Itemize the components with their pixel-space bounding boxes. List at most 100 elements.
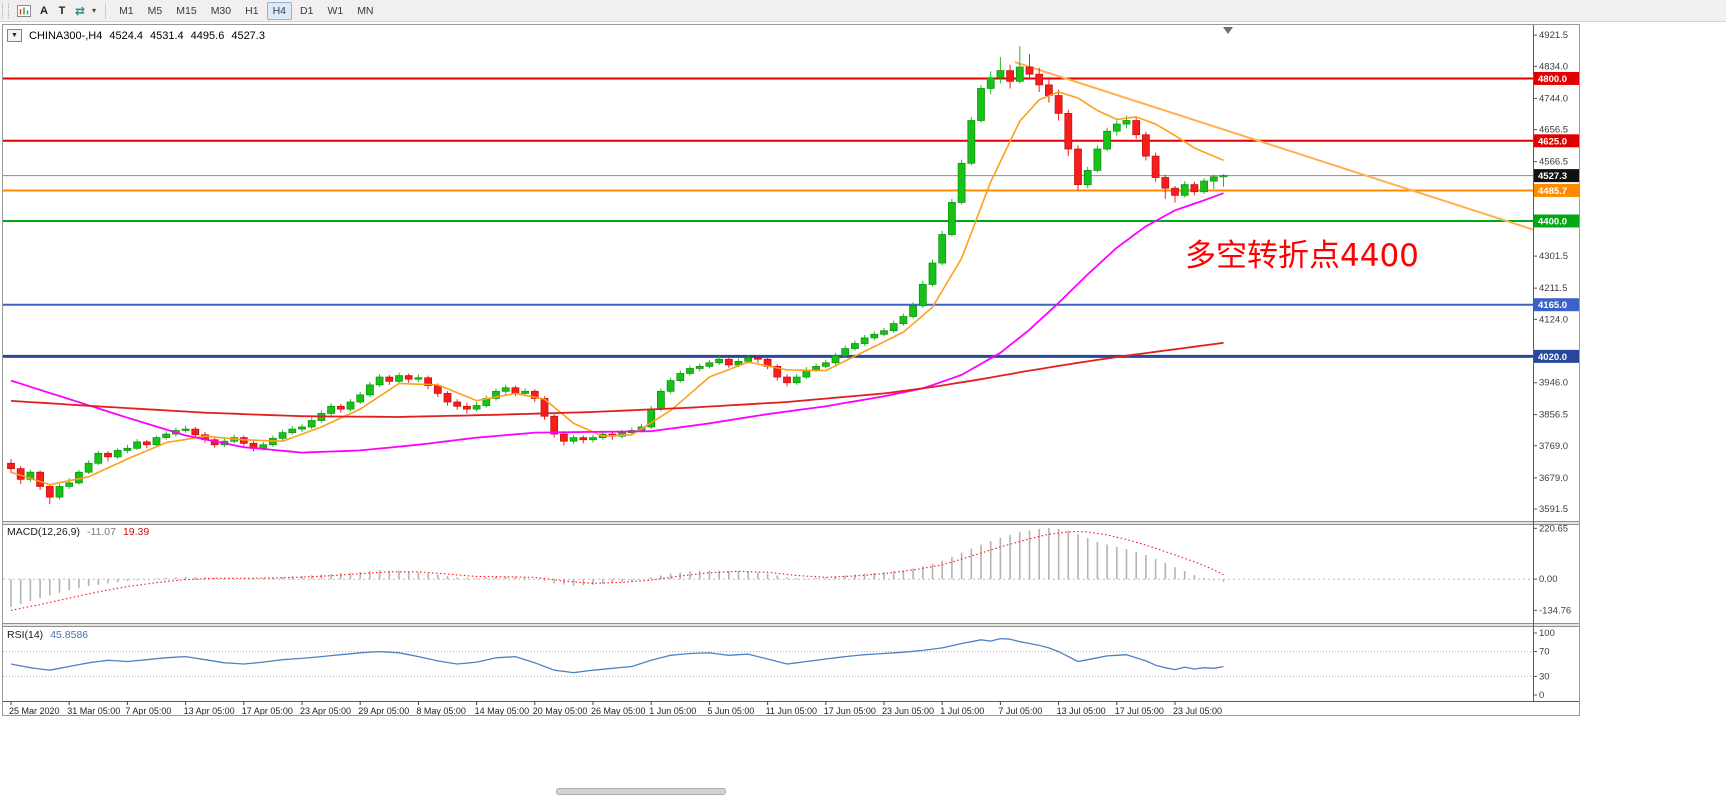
macd-name: MACD(12,26,9) (7, 526, 80, 538)
svg-text:0: 0 (1539, 690, 1544, 701)
a-button[interactable]: A (40, 4, 48, 17)
chart-icon (17, 4, 31, 17)
svg-text:3591.5: 3591.5 (1539, 504, 1568, 515)
svg-text:4744.0: 4744.0 (1539, 93, 1568, 104)
bottom-scrollbar-thumb[interactable] (556, 788, 726, 795)
toolbar: A T ⇄ ▾ M1 M5 M15 M30 H1 H4 D1 W1 MN (0, 0, 1726, 22)
timeframe-button-w1[interactable]: W1 (327, 4, 344, 17)
macd-signal-value: 19.39 (122, 526, 150, 538)
shift-marker-icon[interactable] (1223, 27, 1233, 34)
svg-text:30: 30 (1539, 671, 1550, 682)
svg-text:4165.0: 4165.0 (1538, 300, 1567, 311)
timeframe-buttons: M1 M5 M15 M30 H1 H4 D1 W1 MN (112, 1, 380, 20)
svg-text:13 Jul 05:00: 13 Jul 05:00 (1057, 706, 1106, 715)
svg-text:3946.0: 3946.0 (1539, 378, 1568, 389)
svg-text:23 Jul 05:00: 23 Jul 05:00 (1173, 706, 1222, 715)
toolbar-separator (105, 2, 107, 19)
svg-text:70: 70 (1539, 647, 1550, 658)
svg-text:23 Jun 05:00: 23 Jun 05:00 (882, 706, 934, 715)
svg-text:4124.0: 4124.0 (1539, 314, 1568, 325)
svg-text:14 May 05:00: 14 May 05:00 (475, 706, 530, 715)
symbol-line: ▼ CHINA300-,H4 4524.4 4531.4 4495.6 4527… (7, 29, 265, 42)
svg-text:13 Apr 05:00: 13 Apr 05:00 (184, 706, 235, 715)
svg-text:23 Apr 05:00: 23 Apr 05:00 (300, 706, 351, 715)
ohlc-low: 4495.6 (190, 29, 225, 42)
timeframe-button-m1[interactable]: M1 (119, 4, 134, 17)
svg-text:4566.5: 4566.5 (1539, 157, 1568, 168)
svg-text:25 Mar 2020: 25 Mar 2020 (9, 706, 60, 715)
svg-text:11 Jun 05:00: 11 Jun 05:00 (766, 706, 817, 715)
t-button[interactable]: T (58, 4, 66, 17)
svg-text:4834.0: 4834.0 (1539, 61, 1568, 72)
horizontal-lines[interactable] (3, 77, 1533, 358)
cycle-button[interactable]: ⇄ (71, 2, 89, 20)
svg-text:4527.3: 4527.3 (1538, 171, 1567, 182)
svg-text:20 May 05:00: 20 May 05:00 (533, 706, 588, 715)
rsi-indicator-label: RSI(14) 45.8586 (7, 629, 88, 641)
svg-text:8 May 05:00: 8 May 05:00 (416, 706, 466, 715)
fast-ma (10, 91, 1224, 486)
svg-text:17 Jul 05:00: 17 Jul 05:00 (1115, 706, 1164, 715)
svg-text:5 Jun 05:00: 5 Jun 05:00 (707, 706, 754, 715)
one-click-trading-toggle[interactable]: ▼ (7, 29, 22, 42)
svg-text:17 Jun 05:00: 17 Jun 05:00 (824, 706, 876, 715)
macd-panel: 220.65 0.00 -134.76 (3, 523, 1571, 616)
charts-button[interactable] (13, 2, 35, 20)
price-tags: 4800.0 4625.0 4527.3 4485.7 4400.0 4165.0 4020… (1534, 71, 1579, 363)
chart-window: 220.65 0.00 -134.76 100 70 30 0 4921.5 4834.0 474… (2, 24, 1580, 716)
svg-text:0.00: 0.00 (1539, 574, 1558, 585)
svg-text:7 Jul 05:00: 7 Jul 05:00 (998, 706, 1042, 715)
price-scale[interactable] (1534, 25, 1579, 701)
chevron-down-icon: ▾ (92, 6, 97, 15)
svg-text:26 May 05:00: 26 May 05:00 (591, 706, 646, 715)
timeframe-button-d1[interactable]: D1 (300, 4, 314, 17)
rsi-panel: 100 70 30 0 (3, 628, 1555, 701)
cycle-dropdown-button[interactable]: ▾ (89, 2, 99, 20)
svg-text:1 Jun 05:00: 1 Jun 05:00 (649, 706, 696, 715)
svg-text:4301.5: 4301.5 (1539, 251, 1568, 262)
cycle-icon: ⇄ (75, 3, 86, 18)
timeframe-button-m5[interactable]: M5 (147, 4, 163, 17)
medium-ma (10, 192, 1224, 454)
svg-text:17 Apr 05:00: 17 Apr 05:00 (242, 706, 293, 715)
candles (7, 46, 1228, 505)
svg-text:4485.7: 4485.7 (1538, 186, 1567, 197)
svg-text:29 Apr 05:00: 29 Apr 05:00 (358, 706, 409, 715)
rsi-value: 45.8586 (50, 629, 89, 641)
svg-text:100: 100 (1539, 628, 1555, 639)
svg-text:7 Apr 05:00: 7 Apr 05:00 (125, 706, 171, 715)
svg-text:3679.0: 3679.0 (1539, 473, 1568, 484)
timeframe-button-h1[interactable]: H1 (245, 4, 259, 17)
timeframe-button-m15[interactable]: M15 (176, 4, 197, 17)
macd-main-value: -11.07 (86, 526, 116, 538)
svg-text:4921.5: 4921.5 (1539, 30, 1568, 41)
ohlc-close: 4527.3 (231, 29, 265, 42)
svg-text:4211.5: 4211.5 (1539, 283, 1567, 294)
slow-ma (10, 341, 1224, 418)
svg-text:4800.0: 4800.0 (1538, 74, 1567, 85)
svg-text:3769.0: 3769.0 (1539, 441, 1568, 452)
svg-text:31 Mar 05:00: 31 Mar 05:00 (67, 706, 120, 715)
moving-averages (10, 91, 1224, 486)
chart-canvas[interactable]: 220.65 0.00 -134.76 100 70 30 0 4921.5 4834.0 474… (3, 25, 1579, 715)
timeframe-button-h4[interactable]: H4 (266, 1, 292, 20)
toolbar-grip[interactable] (2, 3, 9, 18)
expander-icon: ▼ (11, 32, 18, 39)
ohlc-high: 4531.4 (150, 29, 184, 42)
svg-text:3856.5: 3856.5 (1539, 410, 1568, 421)
svg-text:-134.76: -134.76 (1539, 605, 1571, 616)
timeframe-button-mn[interactable]: MN (357, 4, 374, 17)
svg-text:1 Jul 05:00: 1 Jul 05:00 (940, 706, 984, 715)
ohlc-open: 4524.4 (109, 29, 144, 42)
time-scale[interactable] (3, 702, 1579, 715)
symbol-title: CHINA300-,H4 (29, 29, 103, 42)
svg-text:4656.5: 4656.5 (1539, 125, 1568, 136)
chart-annotation[interactable]: 多空转折点4400 (1185, 238, 1419, 274)
trendline[interactable] (1014, 61, 1534, 231)
svg-text:220.65: 220.65 (1539, 523, 1568, 534)
svg-text:4400.0: 4400.0 (1538, 216, 1567, 227)
svg-text:4625.0: 4625.0 (1538, 136, 1567, 147)
timeframe-button-m30[interactable]: M30 (210, 4, 232, 17)
rsi-name: RSI(14) (7, 629, 44, 641)
